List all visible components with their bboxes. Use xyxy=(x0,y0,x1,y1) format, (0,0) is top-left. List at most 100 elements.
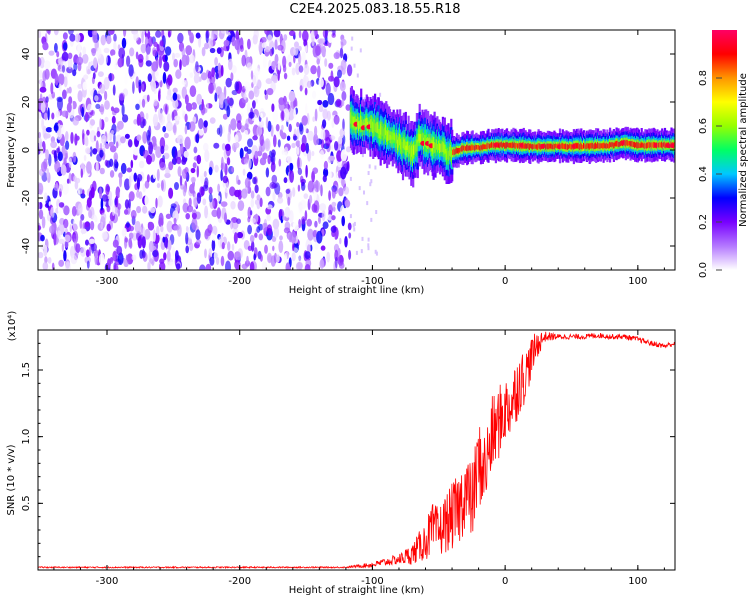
noise-blob xyxy=(306,80,312,88)
noise-blob xyxy=(72,218,78,232)
noise-blob xyxy=(56,147,60,153)
noise-blob xyxy=(246,102,251,115)
noise-blob xyxy=(231,65,237,74)
noise-blob xyxy=(281,124,284,131)
noise-blob xyxy=(106,223,111,232)
noise-blob xyxy=(165,167,170,176)
noise-blob xyxy=(80,214,85,221)
noise-blob xyxy=(234,134,239,144)
noise-blob xyxy=(147,73,152,83)
noise-blob xyxy=(290,231,297,244)
noise-blob xyxy=(226,157,231,166)
noise-blob xyxy=(234,142,240,149)
noise-blob xyxy=(319,149,325,160)
noise-blob xyxy=(40,81,43,88)
y-tick-label: 20 xyxy=(21,96,32,109)
noise-blob xyxy=(272,218,280,230)
noise-blob xyxy=(259,157,267,166)
noise-blob xyxy=(211,233,216,241)
noise-blob xyxy=(224,181,230,193)
noise-blob xyxy=(112,239,119,248)
noise-blob xyxy=(115,125,120,132)
noise-blob xyxy=(77,189,81,196)
noise-blob xyxy=(172,99,179,109)
noise-blob xyxy=(244,177,251,188)
colorbar-tick-label: 0.2 xyxy=(698,214,709,230)
y-tick-label: -40 xyxy=(21,238,32,254)
noise-blob xyxy=(247,224,253,235)
noise-blob xyxy=(163,252,167,261)
noise-blob xyxy=(176,156,182,165)
x-tick-label: -100 xyxy=(361,276,384,287)
noise-blob xyxy=(124,199,130,209)
noise-blob xyxy=(87,103,93,113)
noise-blob xyxy=(58,238,65,244)
noise-speck xyxy=(351,36,354,41)
noise-speck xyxy=(359,48,362,53)
noise-blob xyxy=(157,195,163,208)
noise-blob xyxy=(48,153,52,167)
noise-blob xyxy=(325,48,332,62)
noise-speck xyxy=(366,201,369,206)
noise-blob xyxy=(113,264,119,270)
noise-blob xyxy=(85,249,90,258)
noise-blob xyxy=(209,47,216,54)
noise-blob xyxy=(145,30,149,34)
noise-blob xyxy=(133,32,139,42)
noise-blob xyxy=(104,90,108,101)
noise-speck xyxy=(349,176,352,181)
noise-blob xyxy=(277,196,284,204)
noise-blob xyxy=(327,92,335,106)
noise-blob xyxy=(94,252,98,265)
noise-blob xyxy=(222,113,228,120)
noise-blob xyxy=(181,168,188,179)
noise-blob xyxy=(152,113,159,127)
noise-blob xyxy=(189,32,195,44)
noise-blob xyxy=(181,103,185,114)
noise-blob xyxy=(66,178,70,184)
noise-blob xyxy=(264,244,268,254)
noise-blob xyxy=(292,187,296,198)
noise-blob xyxy=(282,215,285,221)
noise-blob xyxy=(142,250,146,258)
noise-blob xyxy=(250,37,254,48)
noise-blob xyxy=(259,197,263,208)
noise-speck xyxy=(379,92,382,97)
noise-blob xyxy=(258,223,263,231)
noise-blob xyxy=(97,71,104,77)
noise-blob xyxy=(226,193,232,203)
noise-blob xyxy=(60,164,67,176)
noise-blob xyxy=(124,72,128,85)
noise-blob xyxy=(208,82,215,94)
noise-blob xyxy=(83,154,87,162)
noise-blob xyxy=(319,259,325,269)
noise-blob xyxy=(101,134,107,144)
noise-blob xyxy=(99,187,102,200)
noise-blob xyxy=(61,243,65,252)
noise-blob xyxy=(305,142,310,154)
noise-speck xyxy=(363,97,366,102)
noise-blob xyxy=(163,152,170,160)
noise-blob xyxy=(313,200,320,214)
noise-blob xyxy=(110,54,118,65)
noise-blob xyxy=(65,261,71,270)
noise-blob xyxy=(198,118,204,130)
noise-blob xyxy=(283,227,291,234)
noise-blob xyxy=(266,88,274,96)
noise-blob xyxy=(330,225,337,233)
noise-blob xyxy=(66,87,70,94)
heatmap-cells xyxy=(38,30,675,270)
noise-blob xyxy=(340,149,348,162)
noise-blob xyxy=(230,72,234,82)
noise-blob xyxy=(160,180,164,191)
noise-blob xyxy=(174,52,181,58)
noise-blob xyxy=(256,198,261,210)
noise-blob xyxy=(164,46,172,56)
noise-blob xyxy=(75,243,81,254)
noise-blob xyxy=(296,127,300,141)
noise-blob xyxy=(272,110,279,123)
noise-blob xyxy=(251,218,256,224)
noise-blob xyxy=(62,32,68,40)
noise-blob xyxy=(227,131,231,143)
noise-blob xyxy=(163,132,169,139)
